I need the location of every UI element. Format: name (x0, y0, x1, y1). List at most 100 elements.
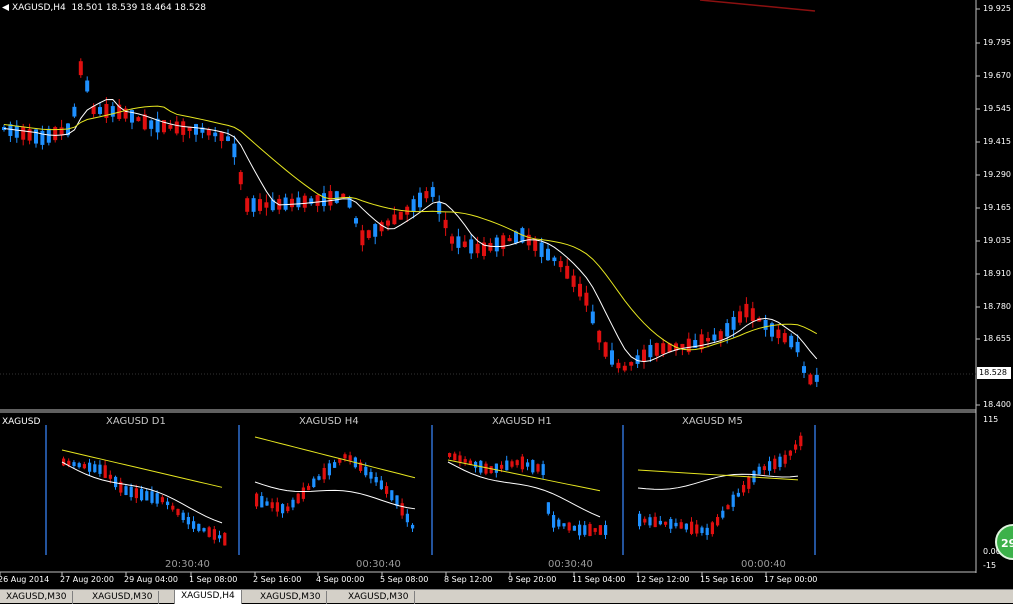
panel-d1-title: XAGUSD D1 (106, 416, 166, 427)
mini-candle (664, 521, 668, 528)
candle (469, 234, 474, 260)
time-axis-label: 9 Sep 20:00 (508, 575, 557, 584)
panel-m5-title: XAGUSD M5 (682, 416, 743, 427)
mini-candle (710, 520, 714, 537)
tab-xagusd-h4[interactable]: XAGUSD,H4 (174, 590, 242, 604)
mini-candle (731, 491, 735, 512)
mini-candle (265, 497, 269, 506)
mini-candle (155, 490, 159, 507)
tab-xagusd-m30-2[interactable]: XAGUSD,M30 (86, 591, 160, 604)
mini-candle (270, 498, 274, 512)
candle (245, 196, 250, 216)
candle (264, 194, 269, 216)
candle (155, 111, 160, 140)
time-axis-label: 26 Aug 2014 (0, 575, 50, 584)
mini-candle (207, 525, 211, 538)
mini-candle (773, 455, 777, 473)
main-moving-averages (3, 99, 818, 363)
tab-xagusd-m30-1[interactable]: XAGUSD,M30 (0, 591, 74, 604)
mini-candle (510, 459, 514, 469)
mini-candle (552, 511, 556, 532)
candle (53, 125, 58, 143)
candle (424, 187, 429, 203)
mini-candle (176, 508, 180, 517)
price-axis-label: 19.925 (983, 4, 1011, 13)
mini-candle (93, 460, 97, 473)
candle (98, 102, 102, 116)
price-axis-label: 19.545 (983, 104, 1011, 113)
candle (283, 193, 288, 212)
price-axis-label: 18.655 (983, 334, 1011, 343)
mini-candle (88, 458, 92, 476)
mini-candle (669, 516, 673, 534)
mini-candle (515, 459, 519, 468)
mini-candle (108, 470, 112, 484)
candle (315, 194, 320, 213)
current-price-tag: 18.528 (977, 367, 1011, 379)
candle (661, 338, 666, 358)
candle (302, 193, 307, 213)
mini-candle (218, 530, 222, 543)
mini-candle (716, 514, 720, 527)
mini-candle (275, 497, 279, 517)
mini-candle (700, 525, 704, 536)
mini-candle (557, 517, 561, 530)
candle (149, 119, 154, 137)
candle (456, 228, 461, 255)
mini-candle (783, 450, 787, 468)
mini-candle (505, 455, 509, 471)
time-axis-label: 4 Sep 00:00 (316, 575, 365, 584)
ma-slow-line (3, 105, 818, 351)
candle (430, 181, 435, 202)
mini-candle (658, 515, 662, 526)
panel-h1-time: 00:30:40 (548, 559, 593, 570)
mini-candle (390, 490, 394, 502)
time-axis-label: 8 Sep 12:00 (444, 575, 493, 584)
mini-ma-slow-line (447, 459, 601, 492)
mini-candle (705, 523, 709, 540)
mini-candle (638, 511, 642, 530)
candle (110, 102, 115, 123)
panel-h4-time: 00:30:40 (356, 559, 401, 570)
mini-candle (333, 459, 337, 468)
candle (34, 128, 38, 148)
candle (366, 229, 371, 240)
candle (226, 129, 230, 142)
candle (539, 237, 544, 264)
candle (354, 216, 358, 228)
mini-candle (463, 456, 467, 466)
candle (622, 361, 627, 373)
candle (501, 232, 506, 257)
candle (270, 192, 275, 212)
mini-candle (778, 453, 782, 471)
candle (450, 233, 454, 251)
mini-candle (494, 463, 498, 478)
tab-xagusd-m30-4[interactable]: XAGUSD,M30 (342, 591, 416, 604)
candle (181, 118, 186, 143)
candle (558, 256, 563, 273)
time-axis-label: 2 Sep 16:00 (253, 575, 302, 584)
mini-candle (327, 459, 331, 480)
candle (213, 126, 218, 142)
mini-candle (312, 476, 316, 489)
main-candles[interactable] (2, 58, 819, 388)
mini-candle (82, 461, 86, 470)
mini-ma-fast-line (637, 473, 799, 490)
candle (750, 301, 755, 328)
candle (629, 361, 634, 371)
candle (219, 131, 224, 149)
mini-ma-fast-line (61, 461, 223, 524)
tab-xagusd-m30-3[interactable]: XAGUSD,M30 (254, 591, 328, 604)
mini-candle (768, 456, 772, 476)
candle (123, 105, 128, 122)
mini-ma-slow-line (254, 436, 416, 479)
mini-candle (192, 516, 196, 533)
candle (802, 361, 806, 378)
candle (59, 119, 64, 140)
mini-candle (604, 520, 608, 540)
candle (571, 269, 576, 293)
panel-d1-time: 20:30:40 (165, 559, 210, 570)
mini-candle (648, 514, 652, 528)
candle (610, 342, 614, 367)
mini-candle (562, 523, 566, 529)
